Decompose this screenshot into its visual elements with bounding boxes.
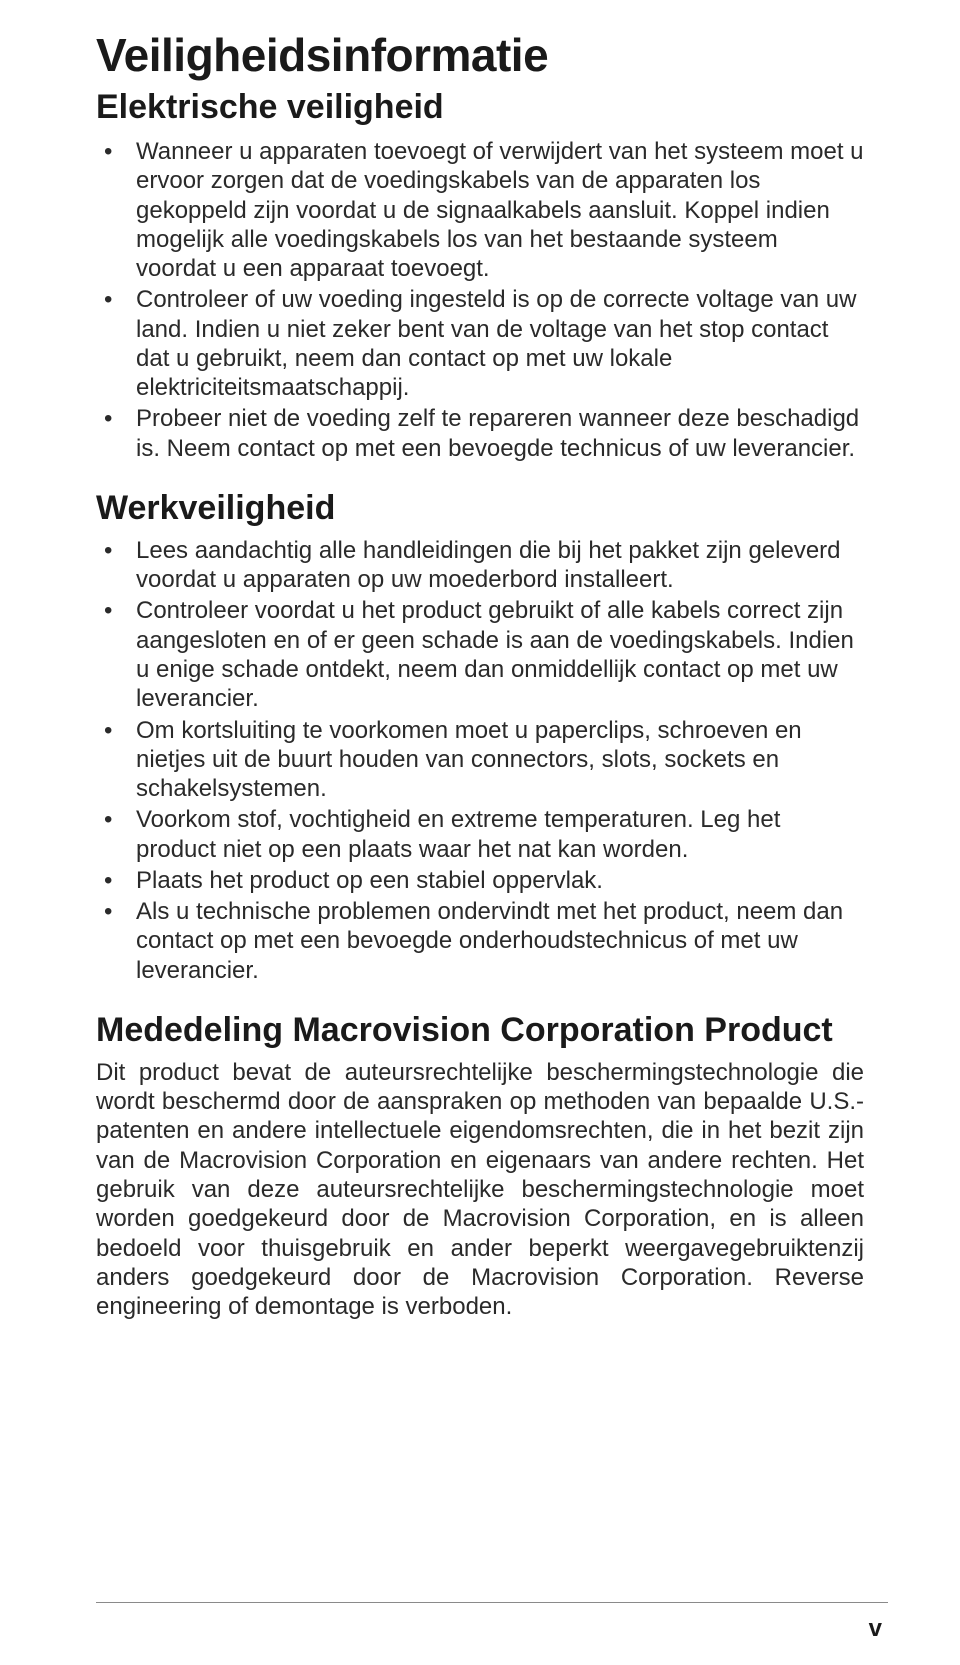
footer-divider xyxy=(96,1602,888,1603)
list-item: Controleer voordat u het product gebruik… xyxy=(96,596,864,713)
document-title: Veiligheidsinformatie xyxy=(96,28,864,82)
section-heading-operational: Werkveiligheid xyxy=(96,489,864,528)
list-item: Lees aandachtig alle handleidingen die b… xyxy=(96,536,864,595)
document-page: Veiligheidsinformatie Elektrische veilig… xyxy=(0,0,960,1665)
list-item: Voorkom stof, vochtigheid en extreme tem… xyxy=(96,805,864,864)
paragraph-macrovision: Dit product bevat de auteursrechtelijke … xyxy=(96,1058,864,1321)
list-item: Controleer of uw voeding ingesteld is op… xyxy=(96,285,864,402)
section-heading-macrovision: Mededeling Macrovision Corporation Produ… xyxy=(96,1011,864,1050)
list-item: Plaats het product op een stabiel opperv… xyxy=(96,866,864,895)
list-item: Om kortsluiting te voorkomen moet u pape… xyxy=(96,716,864,804)
list-item: Wanneer u apparaten toevoegt of verwijde… xyxy=(96,137,864,283)
list-item: Probeer niet de voeding zelf te reparere… xyxy=(96,404,864,463)
list-item: Als u technische problemen ondervindt me… xyxy=(96,897,864,985)
bullet-list-electrical: Wanneer u apparaten toevoegt of verwijde… xyxy=(96,137,864,463)
page-number: v xyxy=(869,1615,882,1643)
section-heading-electrical: Elektrische veiligheid xyxy=(96,88,864,127)
bullet-list-operational: Lees aandachtig alle handleidingen die b… xyxy=(96,536,864,985)
